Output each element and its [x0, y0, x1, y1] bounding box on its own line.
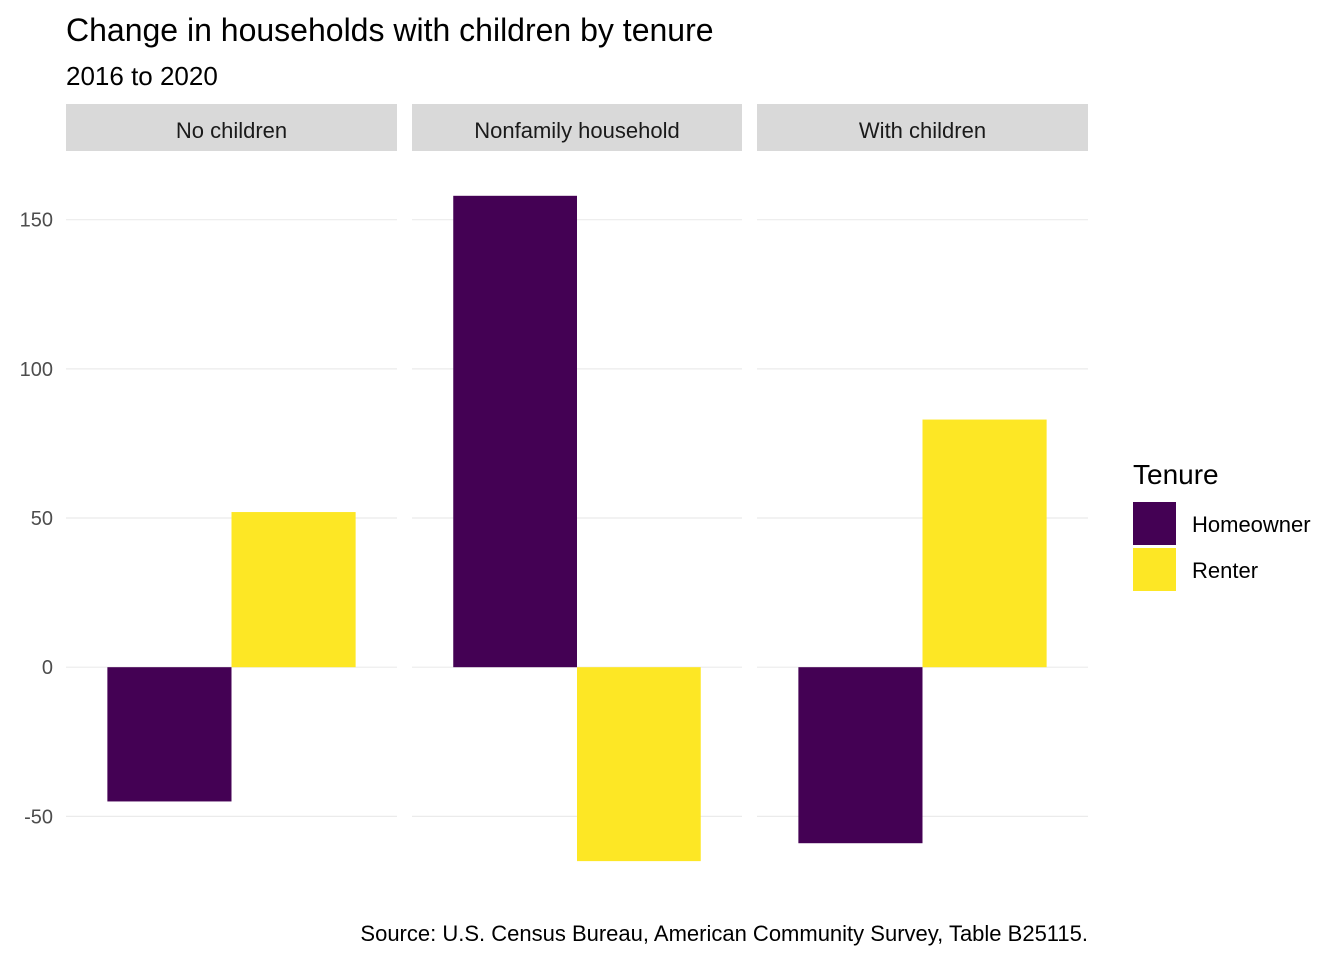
y-tick-label: 150: [20, 210, 53, 232]
chart-subtitle: 2016 to 2020: [66, 61, 218, 91]
facet-strip: [66, 104, 397, 151]
y-axis: 150 100 50 0 -50: [20, 210, 53, 829]
bar-renter: [922, 419, 1047, 668]
y-tick-label: -50: [24, 806, 53, 828]
legend: Tenure Homeowner Renter: [1133, 459, 1311, 591]
y-tick-label: 50: [31, 508, 53, 530]
chart-title: Change in households with children by te…: [66, 12, 714, 48]
legend-label-homeowner: Homeowner: [1192, 512, 1311, 537]
legend-title: Tenure: [1133, 459, 1219, 490]
legend-swatch-renter: [1133, 548, 1176, 591]
bar-homeowner: [798, 667, 923, 844]
facet-strip: [412, 104, 742, 151]
bar-renter: [577, 667, 701, 862]
facet-label: Nonfamily household: [474, 118, 679, 143]
facet-label: With children: [859, 118, 986, 143]
legend-label-renter: Renter: [1192, 558, 1258, 583]
bar-homeowner: [453, 195, 577, 668]
facet-strip: [757, 104, 1088, 151]
chart-caption: Source: U.S. Census Bureau, American Com…: [360, 921, 1088, 946]
bar-homeowner: [107, 667, 232, 802]
bars: [107, 195, 1047, 862]
facet-label: No children: [176, 118, 287, 143]
y-tick-label: 100: [20, 359, 53, 381]
y-tick-label: 0: [42, 657, 53, 679]
bar-renter: [231, 512, 356, 668]
legend-swatch-homeowner: [1133, 502, 1176, 545]
facet-strips: No children Nonfamily household With child…: [66, 104, 1088, 151]
